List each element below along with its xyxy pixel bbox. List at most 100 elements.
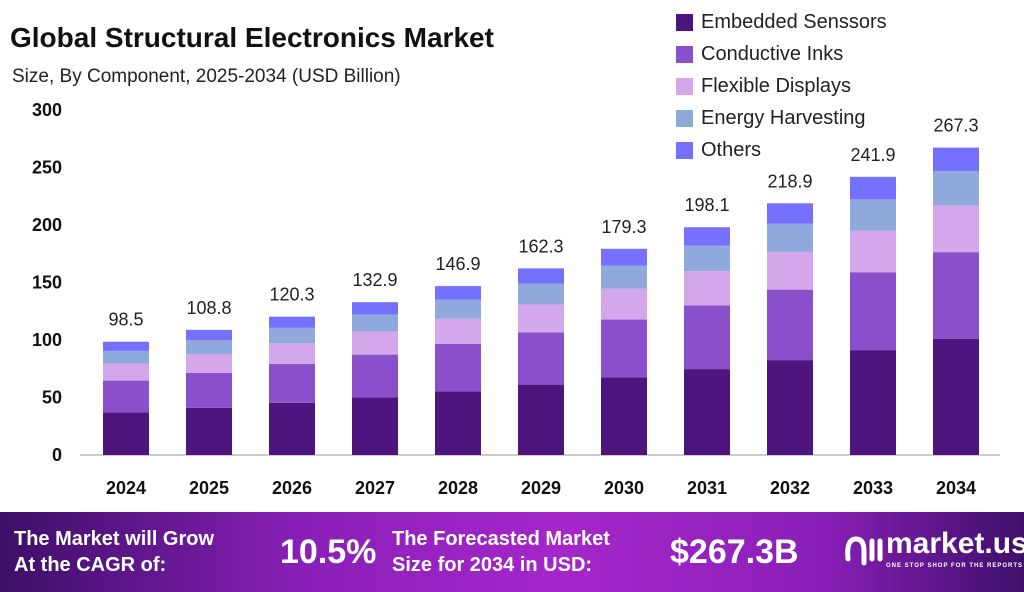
bar-segment-conductive-inks: [518, 332, 564, 385]
bar-segment-conductive-inks: [601, 319, 647, 378]
data-label-total: 120.3: [269, 285, 314, 305]
bar-segment-conductive-inks: [850, 272, 896, 351]
bar-segment-flexible-displays: [269, 343, 315, 365]
legend-label: Embedded Senssors: [701, 11, 887, 33]
bar-segment-embedded-senssors: [601, 377, 647, 455]
legend-swatch: [676, 13, 693, 31]
bar-segment-flexible-displays: [601, 288, 647, 320]
bar-segment-flexible-displays: [352, 331, 398, 355]
y-tick-label: 250: [32, 158, 62, 178]
forecast-label-line2: Size for 2034 in USD:: [392, 554, 593, 576]
bar-segment-energy-harvesting: [518, 283, 564, 305]
legend-item: Conductive Inks: [676, 38, 887, 70]
bar-segment-energy-harvesting: [684, 245, 730, 272]
bar-segment-energy-harvesting: [933, 170, 979, 206]
bar-chart: 0 50 100 150 200 250 300 98.5 2024 108.8 2025 120.3…: [32, 100, 1000, 498]
y-tick-label: 200: [32, 215, 62, 235]
legend-item: Others: [676, 134, 887, 166]
data-label-total: 198.1: [684, 195, 729, 215]
bar-segment-others: [684, 227, 730, 246]
legend-item: Flexible Displays: [676, 70, 887, 102]
legend-swatch: [676, 109, 693, 127]
bar-segment-others: [269, 316, 315, 328]
y-tick-label: 50: [42, 388, 62, 408]
bar-segment-flexible-displays: [435, 318, 481, 345]
cagr-label-line1: The Market will Grow: [14, 528, 215, 550]
data-label-total: 218.9: [767, 171, 812, 191]
bar-segment-conductive-inks: [933, 252, 979, 339]
data-label-total: 241.9: [850, 145, 895, 165]
forecast-label: The Forecasted Market Size for 2034 in US…: [392, 526, 610, 578]
x-tick-label: 2025: [189, 478, 229, 498]
bar-segment-flexible-displays: [186, 354, 232, 373]
bar-segment-others: [933, 147, 979, 171]
cagr-value: 10.5%: [280, 533, 377, 571]
bar-segment-energy-harvesting: [850, 199, 896, 231]
bar-segment-others: [601, 248, 647, 266]
bar-segment-energy-harvesting: [269, 327, 315, 344]
legend-swatch: [676, 45, 693, 63]
x-tick-label: 2030: [604, 478, 644, 498]
bar-segment-flexible-displays: [518, 304, 564, 333]
bar-segment-conductive-inks: [352, 354, 398, 398]
forecast-value: $267.3B: [670, 533, 799, 571]
data-label-total: 132.9: [352, 270, 397, 290]
bar-segment-conductive-inks: [103, 380, 149, 413]
x-tick-label: 2029: [521, 478, 561, 498]
chart-title: Global Structural Electronics Market: [10, 22, 494, 53]
bar-segment-others: [435, 286, 481, 300]
legend-swatch: [676, 77, 693, 95]
bar-segment-others: [186, 329, 232, 340]
legend-item: Embedded Senssors: [676, 6, 887, 38]
x-tick-label: 2024: [106, 478, 146, 498]
legend-label: Others: [701, 139, 762, 161]
logo-tagline: ONE STOP SHOP FOR THE REPORTS: [886, 563, 1024, 569]
bar-segment-flexible-displays: [684, 271, 730, 306]
legend-swatch: [676, 141, 693, 159]
market-us-logo: market.us ONE STOP SHOP FOR THE REPORTS: [842, 528, 1024, 570]
logo-icon: [845, 536, 883, 566]
bar-segment-embedded-senssors: [850, 350, 896, 455]
cagr-label: The Market will Grow At the CAGR of:: [14, 526, 214, 578]
x-tick-label: 2027: [355, 478, 395, 498]
bar-segment-embedded-senssors: [352, 397, 398, 455]
data-label-total: 108.8: [186, 298, 231, 318]
bar-segment-others: [850, 176, 896, 200]
data-label-total: 146.9: [435, 254, 480, 274]
bar-segment-embedded-senssors: [186, 407, 232, 455]
legend-label: Conductive Inks: [701, 43, 844, 65]
footer-banner: The Market will Grow At the CAGR of: 10.5…: [0, 512, 1024, 592]
bar-segment-conductive-inks: [767, 289, 813, 361]
bar-segment-embedded-senssors: [518, 384, 564, 455]
chart-subtitle: Size, By Component, 2025-2034 (USD Billi…: [12, 66, 401, 87]
x-tick-label: 2031: [687, 478, 727, 498]
bar-segment-energy-harvesting: [352, 314, 398, 332]
x-tick-label: 2028: [438, 478, 478, 498]
bar-segment-flexible-displays: [103, 363, 149, 381]
bar-segment-flexible-displays: [850, 230, 896, 273]
bar-segment-flexible-displays: [933, 205, 979, 253]
bar-segment-embedded-senssors: [684, 369, 730, 455]
legend-label: Flexible Displays: [701, 75, 852, 97]
cagr-label-line2: At the CAGR of:: [14, 554, 167, 576]
y-tick-label: 0: [52, 445, 62, 465]
x-tick-label: 2032: [770, 478, 810, 498]
bar-segment-conductive-inks: [269, 364, 315, 403]
bar-segment-others: [103, 341, 149, 351]
bar-segment-others: [352, 302, 398, 315]
bar-segment-embedded-senssors: [767, 360, 813, 455]
bar-segment-energy-harvesting: [767, 223, 813, 252]
bar-segment-embedded-senssors: [269, 402, 315, 455]
x-tick-label: 2033: [853, 478, 893, 498]
bar-segment-embedded-senssors: [103, 412, 149, 455]
bar-segment-energy-harvesting: [103, 350, 149, 364]
bar-segment-others: [767, 203, 813, 224]
legend-item: Energy Harvesting: [676, 102, 887, 134]
legend: Embedded Senssors Conductive Inks Flexible…: [676, 6, 887, 166]
x-tick-label: 2026: [272, 478, 312, 498]
y-tick-label: 150: [32, 273, 62, 293]
bar-segment-energy-harvesting: [186, 340, 232, 355]
bar-segment-embedded-senssors: [435, 391, 481, 455]
bar-segment-conductive-inks: [684, 305, 730, 370]
y-tick-label: 300: [32, 100, 62, 120]
